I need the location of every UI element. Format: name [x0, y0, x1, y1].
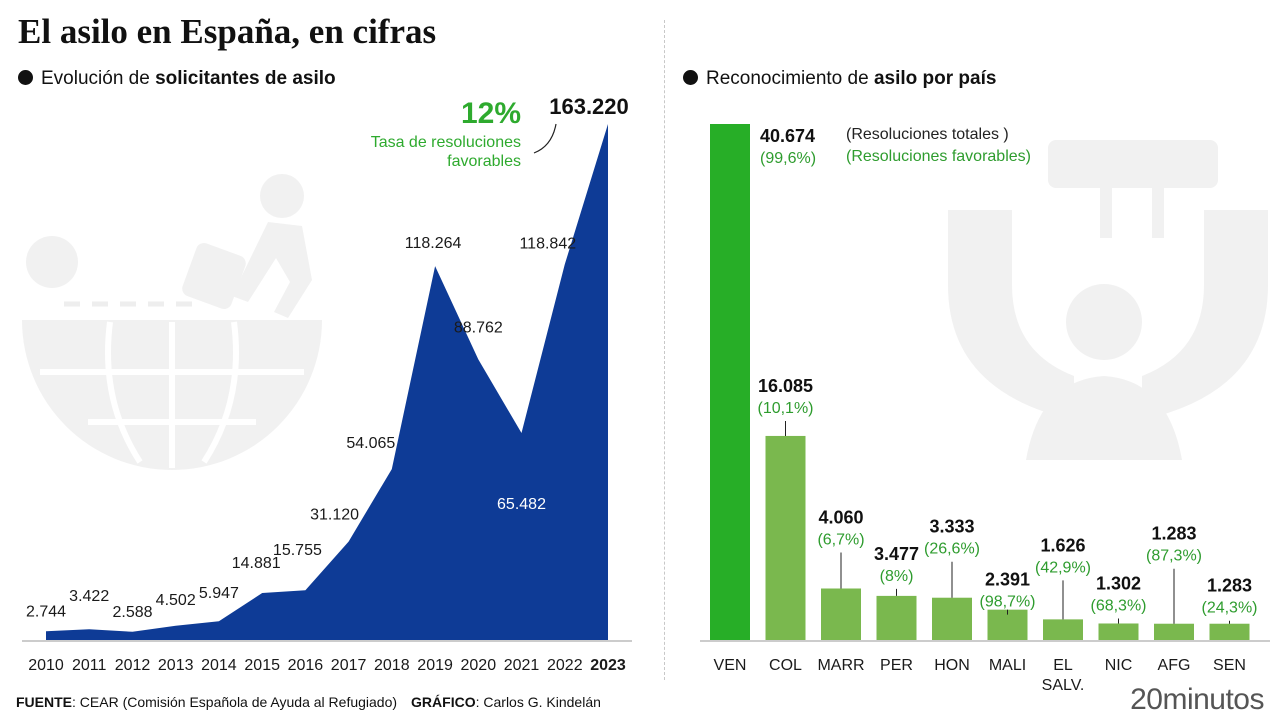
bar-percent-label: (87,3%) [1146, 548, 1202, 565]
x-tick-label: 2018 [374, 657, 410, 674]
x-tick-label: 2023 [590, 657, 626, 674]
bar [1209, 623, 1250, 640]
legend-totals-label: (Resoluciones totales ) [846, 126, 1009, 143]
right-section-bold: asilo por país [873, 68, 997, 89]
bar [1098, 623, 1139, 640]
area-data-label: 15.755 [273, 542, 322, 559]
source-label: FUENTE [16, 694, 72, 710]
bar [987, 609, 1028, 640]
bar-value-label: 4.060 [818, 507, 863, 527]
x-tick-label: 2012 [115, 657, 151, 674]
bar-value-label: 1.626 [1040, 535, 1085, 555]
globe-lines-icon [40, 321, 304, 468]
rate-caption-line2: favorables [447, 153, 521, 170]
left-section-title: Evolución de solicitantes de asilo [18, 68, 336, 90]
bar-percent-label: (26,6%) [924, 541, 980, 558]
bar [1043, 619, 1083, 640]
bar [932, 597, 972, 640]
area-data-label: 65.482 [497, 496, 546, 513]
x-tick-label: 2022 [547, 657, 583, 674]
bar-category-label: NIC [1105, 657, 1133, 674]
bar [821, 588, 861, 640]
annotation-connector [533, 123, 557, 154]
area-data-label: 88.762 [454, 319, 503, 336]
x-tick-label: 2021 [504, 657, 540, 674]
bullet-icon [18, 70, 33, 85]
bar-category-label: PER [880, 657, 913, 674]
asylum-by-country-bar-chart: 40.674 (99,6%) VEN 16.085 (10,1%) COL 4.060 (6,… [700, 124, 1270, 694]
bar-category-label: SEN [1213, 657, 1246, 674]
area-data-label: 118.842 [519, 235, 576, 252]
bar-category-label: MARR [817, 657, 864, 674]
x-tick-label: 2017 [331, 657, 367, 674]
bar-value-label: 3.333 [929, 517, 974, 537]
bar-value-label: 1.283 [1151, 524, 1196, 544]
bar-percent-label: (10,1%) [757, 400, 813, 417]
bar-category-label: MALI [989, 657, 1026, 674]
x-tick-label: 2019 [417, 657, 453, 674]
bar-legend: (Resoluciones totales ) (Resoluciones fa… [846, 126, 1031, 165]
bar-value-label: 1.283 [1207, 576, 1252, 596]
bar-percent-label: (42,9%) [1035, 559, 1091, 576]
area-data-label: 2.744 [26, 603, 66, 620]
graphic-text: : Carlos G. Kindelán [475, 694, 601, 710]
area-data-label: 163.220 [549, 94, 629, 119]
bar-category-label: HON [934, 657, 970, 674]
x-tick-label: 2010 [28, 657, 64, 674]
bullet-icon [683, 70, 698, 85]
left-section-prefix: Evolución de [41, 68, 156, 89]
bar-value-label: 2.391 [985, 570, 1030, 590]
bar-percent-label: (99,6%) [760, 150, 816, 167]
bar-category-label: VEN [714, 657, 747, 674]
legend-favorable-label: (Resoluciones favorables) [846, 148, 1031, 165]
bar-value-label: 40.674 [760, 126, 815, 146]
bar [765, 435, 806, 640]
area-data-label: 3.422 [69, 588, 109, 605]
bar-percent-label: (24,3%) [1201, 600, 1257, 617]
bar-value-label: 1.302 [1096, 573, 1141, 593]
area-data-label: 31.120 [310, 507, 359, 524]
x-tick-label: 2014 [201, 657, 237, 674]
rate-value: 12% [461, 97, 521, 130]
right-section-title: Reconocimiento de asilo por país [683, 68, 996, 90]
rate-annotation: 12% Tasa de resoluciones favorables [371, 97, 557, 170]
rate-caption-line1: Tasa de resoluciones [371, 134, 521, 151]
x-tick-label: 2020 [461, 657, 497, 674]
x-tick-label: 2011 [72, 657, 107, 674]
bar [710, 124, 750, 640]
area-data-label: 4.502 [156, 592, 196, 609]
bar-category-label: COL [769, 657, 802, 674]
bar-category-label: SALV. [1042, 677, 1085, 694]
bar-value-label: 16.085 [758, 376, 813, 396]
bar [1154, 623, 1194, 640]
area-data-label: 54.065 [346, 435, 395, 452]
left-section-bold: solicitantes de asilo [155, 68, 336, 89]
bar-percent-label: (6,7%) [817, 531, 864, 548]
footer-credits: FUENTE: CEAR (Comisión Española de Ayuda… [16, 694, 601, 710]
bar-percent-label: (68,3%) [1090, 597, 1146, 614]
area-series-asylum-seekers [46, 124, 608, 640]
source-text: : CEAR (Comisión Española de Ayuda al Re… [72, 694, 398, 710]
helping-hands-icon [948, 140, 1268, 460]
brand-logo: 20minutos [1130, 683, 1264, 716]
x-tick-label: 2016 [288, 657, 324, 674]
bar-category-label: AFG [1158, 657, 1191, 674]
bar-value-label: 3.477 [874, 544, 919, 564]
bar [876, 595, 917, 640]
area-data-label: 118.264 [405, 235, 462, 252]
area-data-label: 14.881 [232, 555, 281, 572]
right-section-prefix: Reconocimiento de [706, 68, 874, 89]
bar-percent-label: (98,7%) [979, 594, 1035, 611]
bar-percent-label: (8%) [880, 568, 914, 585]
area-data-label: 2.588 [112, 604, 152, 621]
bar-category-label: EL [1053, 657, 1073, 674]
x-tick-label: 2013 [158, 657, 194, 674]
x-tick-label: 2015 [244, 657, 280, 674]
page-title: El asilo en España, en cifras [18, 12, 437, 51]
graphic-label: GRÁFICO [411, 694, 476, 710]
area-data-label: 5.947 [199, 585, 239, 602]
section-divider [664, 20, 665, 680]
